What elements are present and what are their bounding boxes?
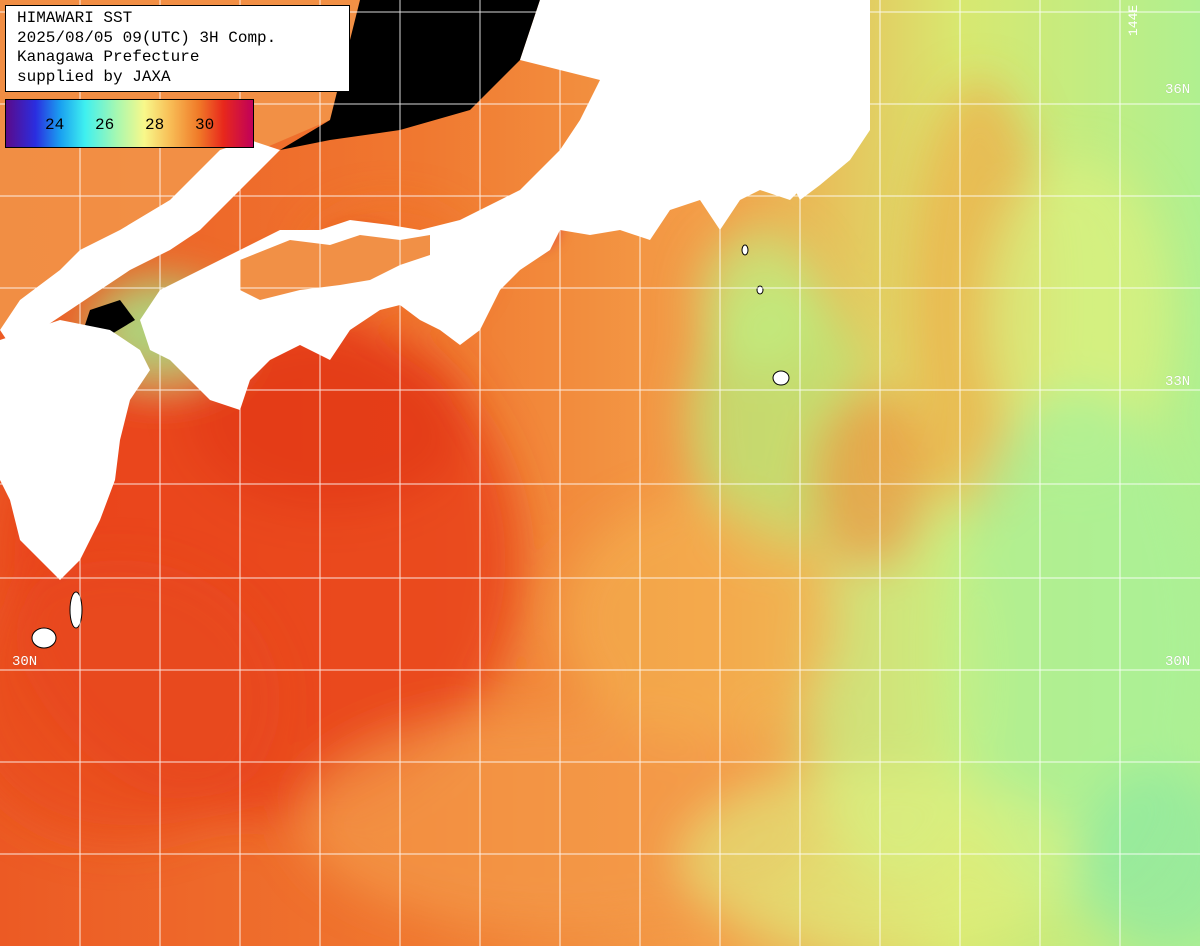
- lat-label-30n-right: 30N: [1165, 654, 1191, 670]
- lon-label-144e: 144E: [1126, 4, 1141, 36]
- provider-region: Kanagawa Prefecture: [17, 48, 200, 66]
- product-timestamp: 2025/08/05 09(UTC) 3H Comp.: [17, 28, 277, 47]
- lat-label-30n-left: 30N: [12, 654, 38, 670]
- color-legend: 24 26 28 30: [5, 99, 254, 148]
- islands: [31, 244, 790, 649]
- legend-tick-24: 24: [45, 116, 65, 134]
- sea-inland: [240, 235, 430, 300]
- lat-label-36n: 36N: [1165, 82, 1191, 98]
- legend-tick-26: 26: [95, 116, 115, 134]
- land-west-coast: [0, 140, 280, 345]
- product-title: HIMAWARI SST: [17, 9, 133, 27]
- lat-label-33n: 33N: [1165, 374, 1191, 390]
- cloud-mask-2: [85, 300, 135, 335]
- data-credit: supplied by JAXA: [17, 67, 171, 86]
- legend-tick-30: 30: [195, 116, 215, 134]
- land-kyushu: [0, 320, 150, 580]
- legend-tick-28: 28: [145, 116, 165, 134]
- cloud-mask: [280, 0, 540, 150]
- info-box: HIMAWARI SST 2025/08/05 09(UTC) 3H Comp.…: [5, 5, 350, 92]
- sst-patches: [0, 80, 1200, 946]
- land-kanto: [790, 0, 870, 200]
